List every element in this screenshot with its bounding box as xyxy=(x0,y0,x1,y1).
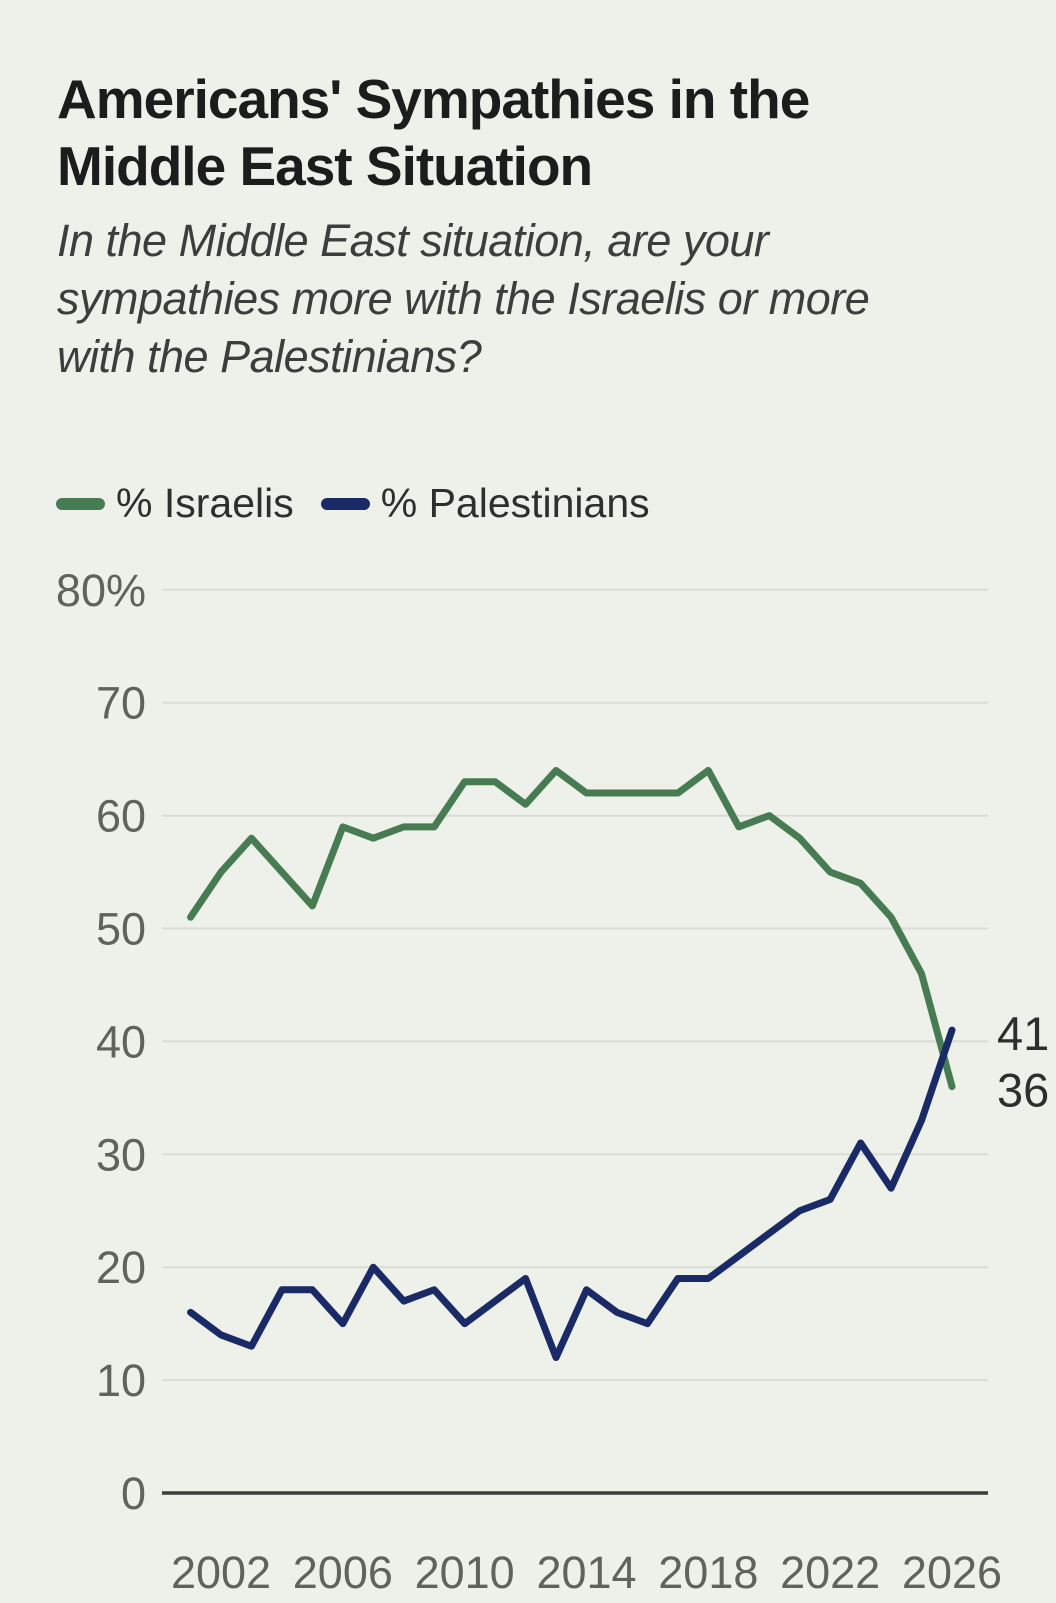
chart-title-line2: Middle East Situation xyxy=(57,135,593,197)
chart-title-line1: Americans' Sympathies in the xyxy=(57,68,810,130)
y-axis-label: 80% xyxy=(56,565,146,616)
x-axis-label: 2014 xyxy=(536,1547,636,1598)
x-axis-label: 2006 xyxy=(293,1547,393,1598)
legend-item-israelis: % Israelis xyxy=(56,480,294,527)
x-axis-label: 2018 xyxy=(658,1547,758,1598)
palestinians-line xyxy=(187,1026,956,1362)
chart-subtitle-line1: In the Middle East situation, are your xyxy=(57,215,769,266)
y-axis-label: 10 xyxy=(96,1355,146,1406)
legend-item-palestinians: % Palestinians xyxy=(320,480,650,527)
y-axis-label: 50 xyxy=(96,904,146,955)
israelis-line xyxy=(187,766,956,1091)
israelis-end-value-label: 36 xyxy=(997,1064,1049,1117)
legend-label-israelis: % Israelis xyxy=(116,480,294,526)
palestinians-swatch-icon xyxy=(320,497,370,510)
israelis-swatch-icon xyxy=(56,497,105,510)
y-axis-label: 70 xyxy=(96,678,146,729)
chart-legend: % Israelis % Palestinians xyxy=(56,480,650,527)
y-axis-label: 30 xyxy=(96,1129,146,1180)
x-axis-label: 2022 xyxy=(780,1547,880,1598)
chart-title: Americans' Sympathies in the Middle East… xyxy=(57,66,810,200)
x-axis-label: 2002 xyxy=(171,1547,271,1598)
chart-subtitle-line3: with the Palestinians? xyxy=(57,331,482,382)
x-axis-label: 2026 xyxy=(902,1547,1002,1598)
legend-label-palestinians: % Palestinians xyxy=(380,480,650,526)
y-axis-label: 60 xyxy=(96,791,146,842)
x-axis-label: 2010 xyxy=(415,1547,515,1598)
chart-subtitle-line2: sympathies more with the Israelis or mor… xyxy=(57,273,870,324)
chart-subtitle: In the Middle East situation, are your s… xyxy=(57,212,870,386)
palestinians-end-value-label: 41 xyxy=(997,1007,1049,1060)
y-axis-label: 40 xyxy=(96,1016,146,1067)
y-axis-label: 0 xyxy=(121,1468,146,1519)
y-axis-label: 20 xyxy=(96,1242,146,1293)
